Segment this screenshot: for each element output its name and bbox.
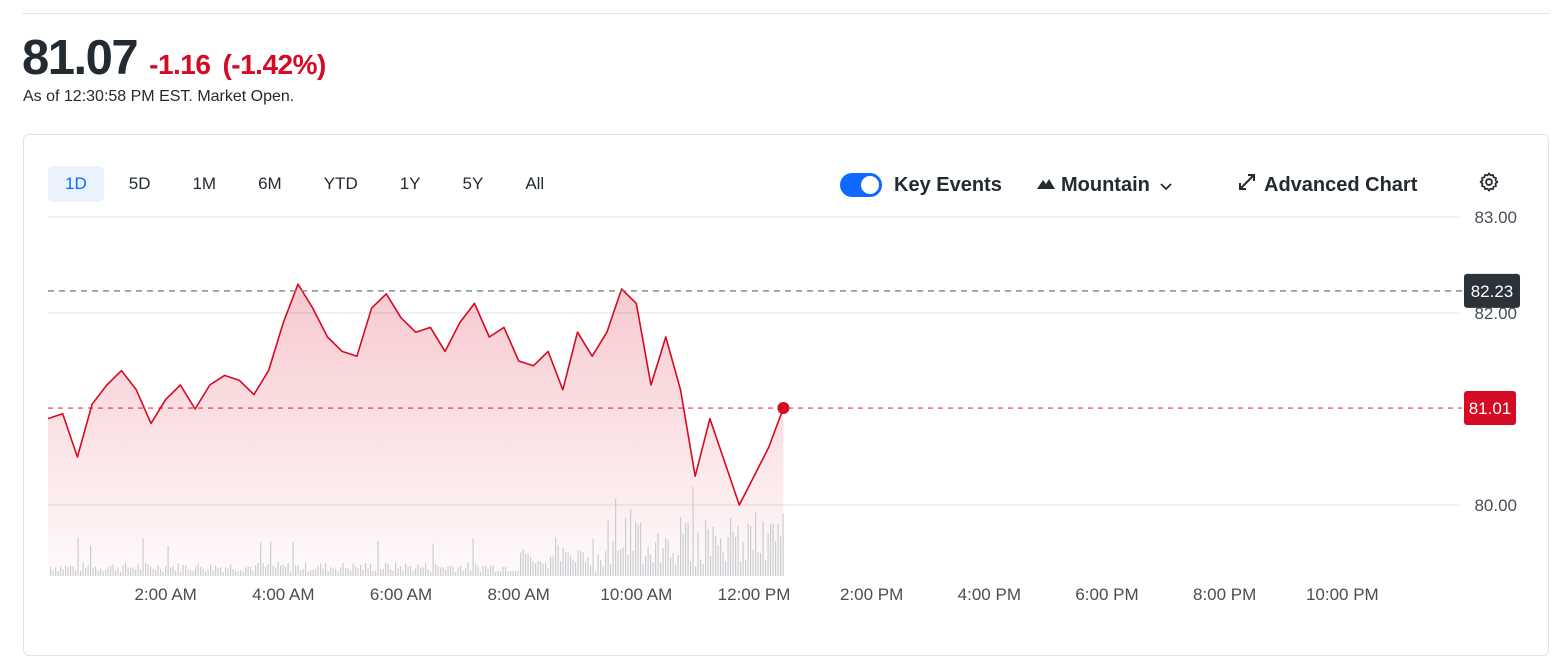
current-price: 81.07: [22, 31, 139, 85]
y-tick-label: 80.00: [1474, 496, 1517, 515]
previous-close-badge: [1464, 273, 1520, 308]
chevron-down-icon: [1160, 174, 1172, 197]
range-1m[interactable]: 1M: [192, 174, 217, 193]
range-ytd[interactable]: YTD: [323, 174, 358, 193]
advanced-chart-button[interactable]: Advanced Chart: [1238, 170, 1417, 200]
last-price-badge: [1464, 391, 1516, 426]
last-price-value: 81.01: [1469, 399, 1512, 418]
settings-button[interactable]: [1478, 170, 1500, 200]
x-tick-label: 4:00 AM: [252, 585, 314, 604]
chart-type-label: Mountain: [1061, 173, 1150, 196]
x-tick-label: 2:00 AM: [134, 585, 196, 604]
price-change-percent: (-1.42%): [222, 49, 326, 80]
x-tick-label: 6:00 PM: [1075, 585, 1138, 604]
range-all[interactable]: All: [525, 174, 545, 193]
top-divider: [22, 13, 1550, 14]
x-tick-label: 8:00 AM: [487, 585, 549, 604]
mountain-icon: [1037, 174, 1055, 197]
y-tick-label: 83.00: [1474, 208, 1517, 227]
expand-icon: [1238, 173, 1256, 197]
last-price-dot: [777, 402, 790, 415]
range-5y[interactable]: 5Y: [462, 174, 484, 193]
range-selector: 1D 5D 1M 6M YTD 1Y 5Y All: [48, 166, 569, 202]
key-events-toggle[interactable]: Key Events: [840, 170, 1002, 200]
market-status: As of 12:30:58 PM EST. Market Open.: [23, 88, 295, 105]
price-line: [47, 283, 785, 506]
x-tick-label: 12:00 PM: [718, 585, 791, 604]
x-tick-label: 6:00 AM: [370, 585, 432, 604]
quote-header: 81.07 -1.16 (-1.42%): [22, 30, 326, 86]
price-area-fill: [48, 284, 784, 576]
volume-bars: [50, 486, 784, 576]
x-tick-label: 10:00 AM: [600, 585, 672, 604]
toggle-switch[interactable]: [840, 173, 882, 197]
range-5d[interactable]: 5D: [128, 174, 151, 193]
price-chart[interactable]: 83.00 82.00 80.00 2:00 AM 4:00 AM 6:00 AM 8:00…: [0, 0, 1564, 624]
chart-type-dropdown[interactable]: Mountain: [1037, 170, 1172, 200]
y-tick-label: 82.00: [1474, 304, 1517, 323]
range-1y[interactable]: 1Y: [399, 174, 421, 193]
advanced-chart-label: Advanced Chart: [1264, 173, 1418, 196]
x-tick-label: 2:00 PM: [840, 585, 903, 604]
x-tick-label: 10:00 PM: [1306, 585, 1379, 604]
range-6m[interactable]: 6M: [258, 174, 282, 193]
price-change: -1.16: [149, 49, 211, 80]
key-events-label: Key Events: [894, 173, 1002, 196]
range-1d[interactable]: 1D: [48, 166, 104, 202]
previous-close-value: 82.23: [1471, 282, 1514, 301]
x-tick-label: 8:00 PM: [1193, 585, 1256, 604]
gear-icon: [1478, 171, 1500, 199]
x-tick-label: 4:00 PM: [958, 585, 1021, 604]
